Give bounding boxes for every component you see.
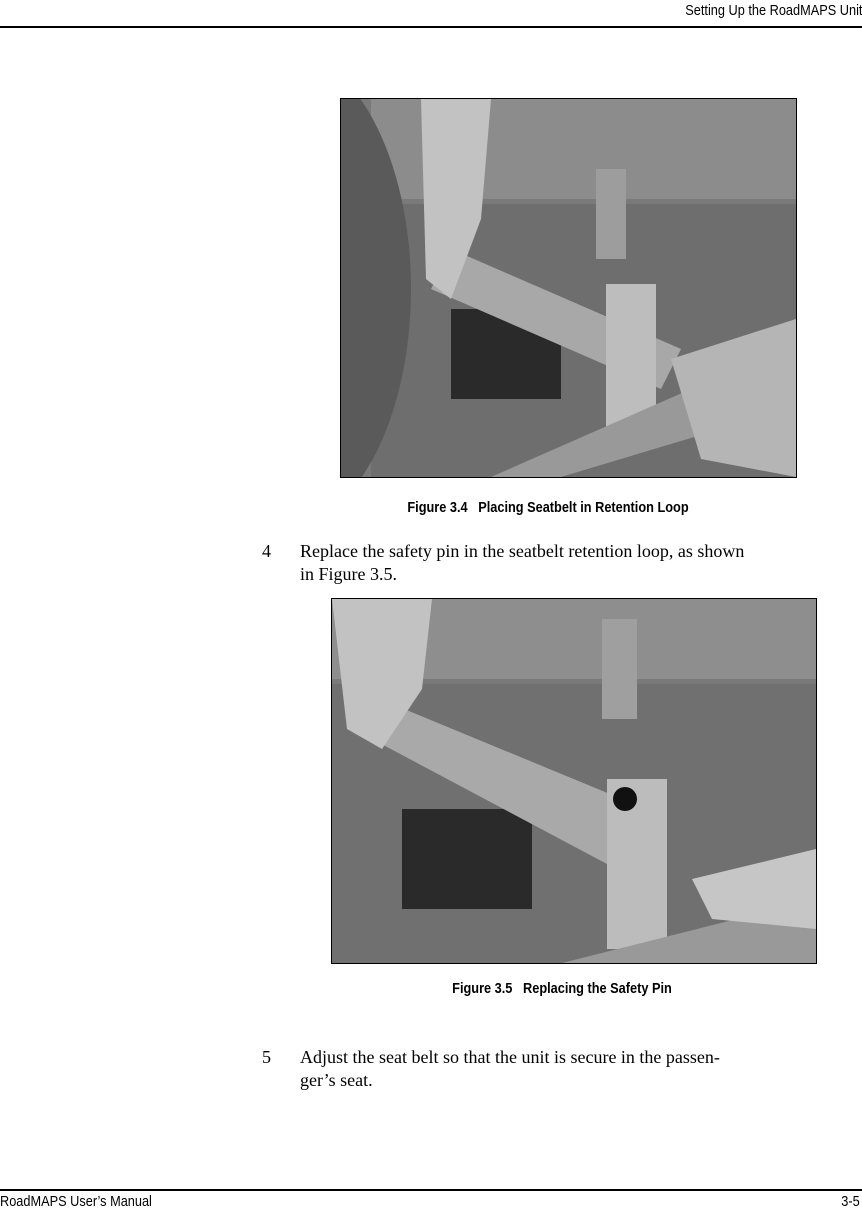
figure-caption: Figure 3.5 Replacing the Safety Pin	[366, 980, 759, 997]
header-rule	[0, 26, 862, 28]
step-text: in Figure 3.5.	[300, 564, 397, 584]
step-text: ger’s seat.	[300, 1070, 373, 1090]
figure-title: Replacing the Safety Pin	[523, 980, 672, 997]
figure-label: Figure 3.5	[452, 980, 513, 997]
page-number: 3-5	[841, 1193, 860, 1210]
step-number: 5	[262, 1047, 271, 1067]
step-text: Adjust the seat belt so that the unit is…	[300, 1047, 720, 1067]
figure-label: Figure 3.4	[407, 499, 468, 516]
figure-title: Placing Seatbelt in Retention Loop	[478, 499, 689, 516]
footer-title: RoadMAPS User’s Manual	[0, 1193, 152, 1210]
running-header: Setting Up the RoadMAPS Unit	[684, 2, 862, 19]
footer-rule	[0, 1189, 862, 1191]
photo	[340, 98, 797, 478]
step-number: 4	[262, 541, 271, 561]
figure-caption: Figure 3.4 Placing Seatbelt in Retention…	[371, 499, 725, 516]
photo	[331, 598, 817, 964]
step-text: Replace the safety pin in the seatbelt r…	[300, 541, 745, 561]
